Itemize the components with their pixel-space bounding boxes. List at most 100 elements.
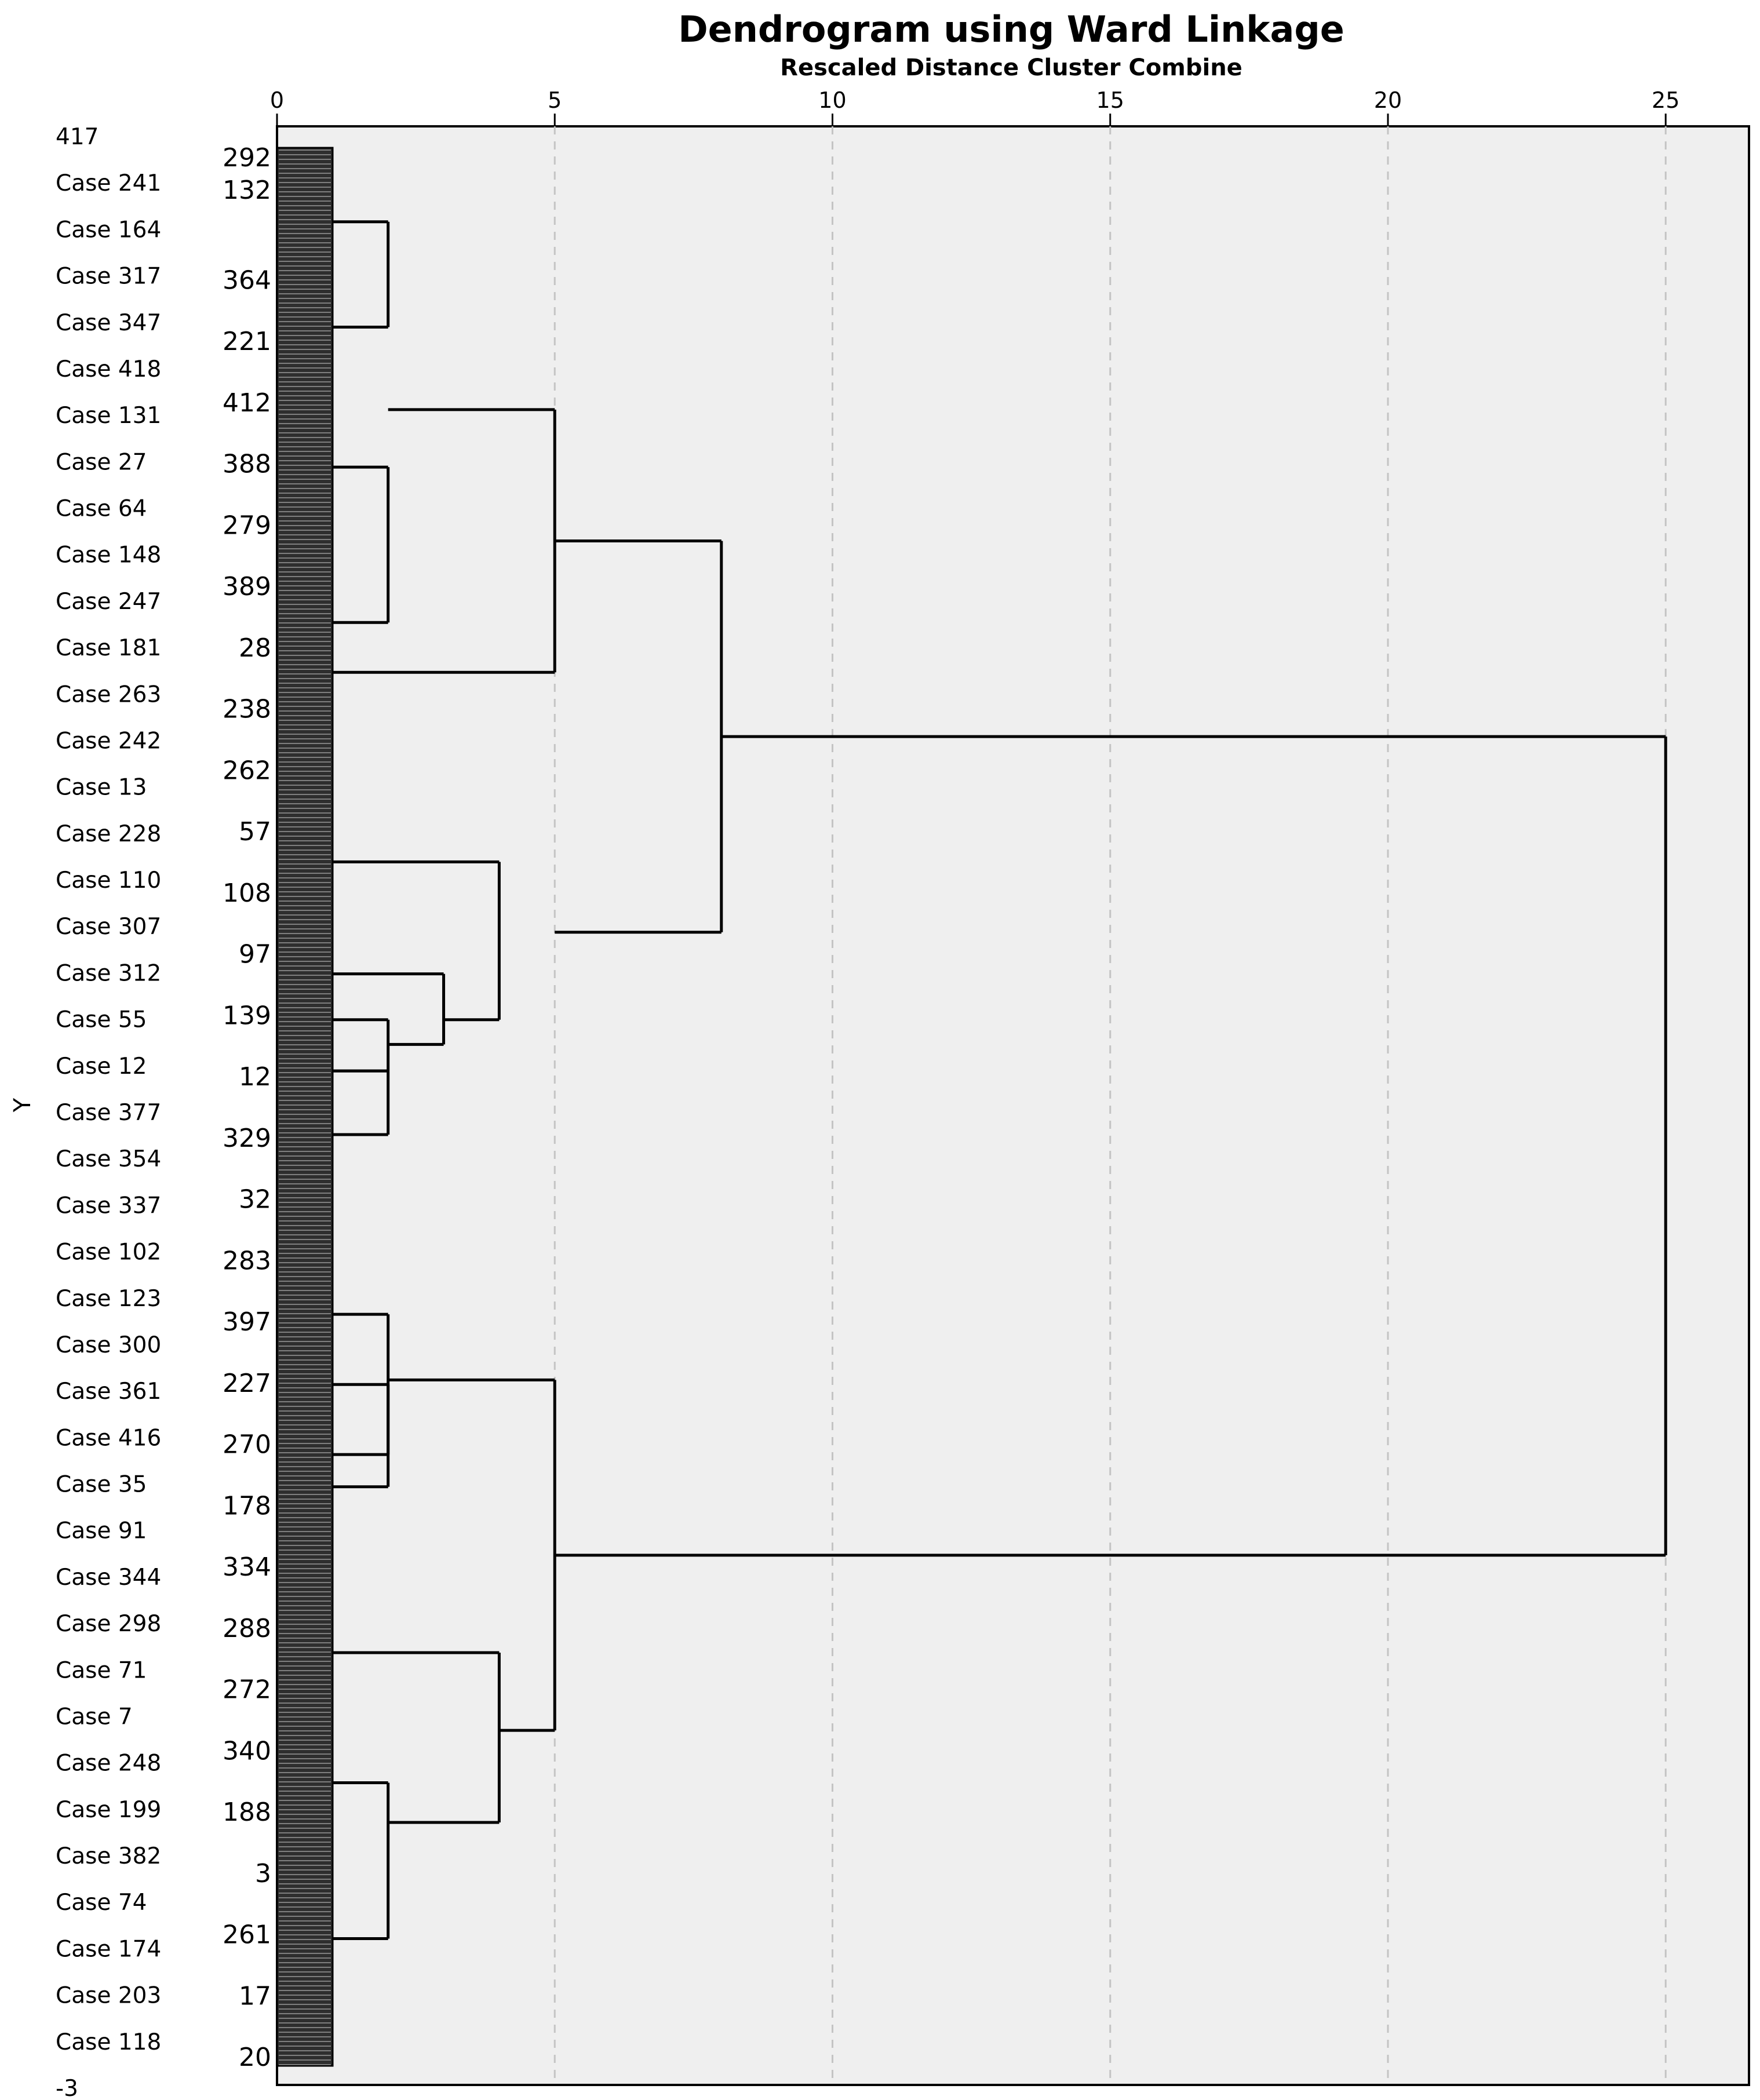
case-label: Case 317 bbox=[56, 264, 161, 290]
case-label: Case 354 bbox=[56, 1146, 161, 1172]
case-number-label: 132 bbox=[223, 176, 271, 205]
x-tick-label-25: 25 bbox=[1652, 88, 1679, 113]
case-number-label: 388 bbox=[223, 450, 271, 479]
x-tick-label-0: 0 bbox=[270, 88, 284, 113]
merge-link bbox=[332, 1651, 501, 1824]
case-number-label: 329 bbox=[223, 1124, 271, 1153]
chart-title: Dendrogram using Ward Linkage bbox=[678, 8, 1344, 50]
merge-link bbox=[332, 860, 501, 1022]
case-label: Case 164 bbox=[56, 217, 161, 243]
case-number-label: 57 bbox=[239, 817, 271, 847]
case-number-label: 334 bbox=[223, 1552, 271, 1582]
x-axis-ticks: 0 5 10 15 20 25 bbox=[270, 88, 1679, 126]
merge-link bbox=[555, 735, 1667, 1557]
case-label: Case 307 bbox=[56, 914, 161, 940]
case-number-label: 12 bbox=[239, 1062, 271, 1092]
case-label: Case 377 bbox=[56, 1100, 161, 1126]
x-tick-label-20: 20 bbox=[1374, 88, 1402, 113]
case-label: Case 298 bbox=[56, 1611, 161, 1637]
case-label: Case 55 bbox=[56, 1007, 147, 1033]
case-number-label: 288 bbox=[223, 1614, 271, 1643]
case-label: Case 174 bbox=[56, 1936, 161, 1962]
case-labels: 417 Case 241 Case 164 Case 317 Case 347 Case … bbox=[56, 124, 161, 2100]
case-label: Case 361 bbox=[56, 1379, 161, 1405]
case-label: Case 7 bbox=[56, 1704, 133, 1730]
case-number-label: 261 bbox=[223, 1920, 271, 1950]
case-number-label: 292 bbox=[223, 143, 271, 173]
merge-link bbox=[332, 465, 390, 624]
case-number-label: 364 bbox=[223, 265, 271, 295]
case-number-label: 28 bbox=[239, 633, 271, 663]
chart-subtitle: Rescaled Distance Cluster Combine bbox=[780, 54, 1242, 81]
case-label: Case 27 bbox=[56, 449, 147, 475]
case-label: Case 203 bbox=[56, 1983, 161, 2009]
case-number-label: 340 bbox=[223, 1736, 271, 1766]
case-label: Case 344 bbox=[56, 1565, 161, 1591]
case-label: Case 74 bbox=[56, 1890, 147, 1916]
case-label: Case 123 bbox=[56, 1286, 161, 1312]
case-label: Case 131 bbox=[56, 403, 161, 429]
case-label: Case 35 bbox=[56, 1472, 147, 1498]
case-label: Case 118 bbox=[56, 2029, 161, 2055]
x-tick-label-5: 5 bbox=[548, 88, 562, 113]
case-number-label: 397 bbox=[223, 1307, 271, 1337]
case-number-label: 279 bbox=[223, 511, 271, 540]
case-label: Case 247 bbox=[56, 589, 161, 615]
case-number-label: 20 bbox=[239, 2043, 271, 2072]
plot-area bbox=[276, 125, 1750, 2086]
case-label: Case 228 bbox=[56, 821, 161, 847]
case-label: Case 248 bbox=[56, 1751, 161, 1777]
case-label: Case 91 bbox=[56, 1518, 147, 1544]
y-axis-label: Y bbox=[9, 1098, 36, 1113]
case-label: Case 12 bbox=[56, 1053, 147, 1080]
leaf-block bbox=[276, 147, 334, 2067]
case-label: Case 382 bbox=[56, 1843, 161, 1869]
case-label: Case 110 bbox=[56, 867, 161, 894]
case-number-label: 283 bbox=[223, 1246, 271, 1275]
case-label: Case 312 bbox=[56, 960, 161, 986]
case-number-labels: 292 132 364 221 412 388 279 389 28 238 262 57 108 97 1… bbox=[223, 143, 271, 2072]
case-label: Case 418 bbox=[56, 356, 161, 382]
case-number-label: 262 bbox=[223, 756, 271, 785]
case-label: Case 199 bbox=[56, 1797, 161, 1823]
merge-link bbox=[332, 972, 446, 1046]
case-number-label: 139 bbox=[223, 1001, 271, 1030]
case-number-label: 389 bbox=[223, 572, 271, 601]
case-number-label: 221 bbox=[223, 327, 271, 356]
case-label: Case 181 bbox=[56, 635, 161, 661]
case-number-label: 108 bbox=[223, 878, 271, 908]
merge-link bbox=[332, 1069, 390, 1136]
case-label: Case 337 bbox=[56, 1193, 161, 1219]
merge-link bbox=[332, 1383, 390, 1489]
case-label: Case 13 bbox=[56, 775, 147, 801]
merge-link bbox=[332, 1781, 390, 1941]
case-number-label: 97 bbox=[239, 940, 271, 969]
case-label: Case 102 bbox=[56, 1239, 161, 1266]
dendrogram-links bbox=[332, 220, 1667, 1941]
case-number-label: 412 bbox=[223, 388, 271, 418]
case-number-label: 188 bbox=[223, 1798, 271, 1827]
case-number-label: 270 bbox=[223, 1430, 271, 1460]
case-number-label: 238 bbox=[223, 695, 271, 724]
case-number-label: 32 bbox=[239, 1185, 271, 1215]
case-number-label: 17 bbox=[239, 1981, 271, 2011]
merge-link bbox=[332, 220, 390, 329]
case-label: Case 71 bbox=[56, 1657, 147, 1683]
x-tick-label-10: 10 bbox=[818, 88, 846, 113]
leaf-bars bbox=[276, 147, 334, 2067]
case-label: Case 64 bbox=[56, 496, 147, 522]
case-label: Case 416 bbox=[56, 1425, 161, 1451]
case-label: 417 bbox=[56, 124, 99, 150]
case-number-label: 178 bbox=[223, 1491, 271, 1521]
case-number-label: 3 bbox=[255, 1859, 271, 1888]
case-label: Case 242 bbox=[56, 728, 161, 754]
case-number-label: 272 bbox=[223, 1675, 271, 1705]
case-label: Case 241 bbox=[56, 170, 161, 196]
case-number-label: 227 bbox=[223, 1369, 271, 1398]
x-tick-label-15: 15 bbox=[1096, 88, 1124, 113]
case-label: Case 347 bbox=[56, 310, 161, 336]
case-label: Case 300 bbox=[56, 1332, 161, 1358]
case-label: Case 263 bbox=[56, 681, 161, 708]
case-label: -3 bbox=[56, 2076, 78, 2100]
